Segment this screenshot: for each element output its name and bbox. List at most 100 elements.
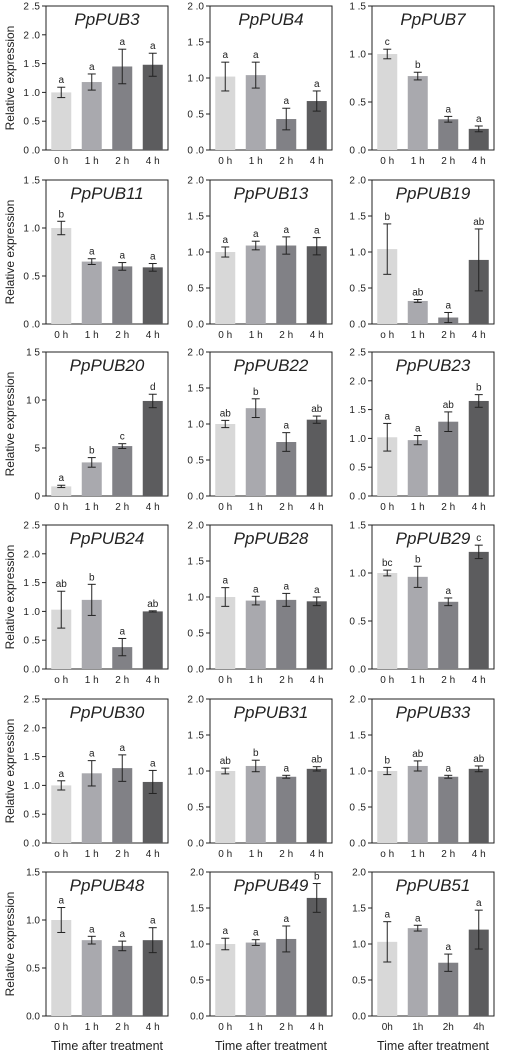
x-tick-label: 2 h (115, 1022, 129, 1033)
y-tick-label: 1 .0 (187, 767, 204, 778)
y-tick-label: 0 .5 (23, 636, 40, 647)
significance-letter: b (253, 748, 259, 759)
y-tick-label: 1 .0 (349, 434, 366, 445)
y-tick-label: 1 .5 (187, 557, 204, 568)
bar-1h (407, 928, 428, 1016)
plot-frame (45, 871, 169, 1017)
y-tick-label: 2 .5 (23, 695, 40, 706)
bar-0h (51, 228, 72, 324)
y-tick-label: 2 .0 (187, 695, 204, 706)
y-tick-label: 1 .0 (187, 593, 204, 604)
significance-letter: ab (147, 599, 159, 610)
x-tick-label: 0 h (218, 156, 232, 167)
y-tick-label: 1.5 (190, 904, 204, 915)
y-tick-label: 0 .5 (349, 617, 366, 628)
x-axis-label: Time after treatment (51, 1039, 164, 1053)
significance-letter: a (58, 769, 64, 780)
y-tick-label: 1 .5 (349, 405, 366, 416)
x-tick-label: 2 h (115, 849, 129, 860)
x-tick-label: o h (54, 849, 68, 860)
significance-letter: b (89, 572, 95, 583)
bar-4h (306, 419, 327, 496)
x-tick-label: 4 h (310, 502, 324, 513)
chart-panel-pppub22: 0 .0 0 .5 1 .0 1 .5 2 .0 PpPUB22 ab 0 h b 1 h a 2 h… (187, 348, 333, 513)
x-tick-label: 2h (443, 1022, 454, 1033)
bar-0h (215, 944, 236, 1016)
x-tick-label: o h (54, 675, 68, 686)
x-tick-label: 4 h (146, 849, 160, 860)
bar-2h (438, 601, 459, 669)
y-tick-label: 0 .0 (187, 146, 204, 157)
bar-oh (377, 249, 398, 324)
chart-panel-pppub30: 0 .0 0 .5 1 .0 1 .5 2 .0 2 .5 PpPUB30 a o h a 1 h a… (23, 695, 169, 860)
chart-panel-pppub11: 0 .0 0 .5 1 .0 1 .5 PpPUB11 b 0 h a 1 h a 2 h a 4 h (23, 176, 169, 341)
bar-0h (377, 573, 398, 669)
bar-2h (112, 768, 133, 843)
bar-1h (245, 245, 266, 324)
bar-4h (468, 400, 489, 496)
x-tick-label: 4 h (472, 675, 486, 686)
significance-letter: a (89, 247, 95, 258)
y-axis-label: Relative expression (3, 200, 17, 305)
x-tick-label: 0 h (218, 849, 232, 860)
y-tick-label: 0.0 (190, 1012, 204, 1023)
significance-letter: a (222, 576, 228, 587)
significance-letter: ab (311, 404, 323, 415)
bar-oh (377, 771, 398, 843)
significance-letter: ab (56, 579, 68, 590)
y-tick-label: 1.0 (352, 940, 366, 951)
x-tick-label: 4 h (472, 156, 486, 167)
significance-letter: d (150, 382, 156, 393)
x-tick-label: 1 h (85, 156, 99, 167)
x-tick-label: 2 h (441, 675, 455, 686)
chart-title: PpPUB22 (234, 356, 309, 375)
y-tick-label: 1.5 (26, 868, 40, 879)
bar-0h (377, 54, 398, 150)
significance-letter: bc (382, 558, 393, 569)
x-tick-label: 2 h (115, 502, 129, 513)
significance-letter: a (119, 251, 125, 262)
chart-panel-pppub19: 0 .0 0 .5 1 .0 1 .5 2 .0 PpPUB19 b o h ab 1 h a 2 h… (349, 176, 495, 341)
x-tick-label: 4 h (472, 502, 486, 513)
bar-0h (215, 597, 236, 669)
y-tick-label: 1 0 (26, 396, 40, 407)
bar-0h (51, 920, 72, 1016)
x-tick-label: 0h (382, 1022, 393, 1033)
y-tick-label: 1 .0 (23, 607, 40, 618)
x-tick-label: 0 h (380, 156, 394, 167)
y-tick-label: 0 .0 (23, 320, 40, 331)
y-tick-label: 2 .0 (349, 376, 366, 387)
x-tick-label: 1 h (85, 849, 99, 860)
significance-letter: a (253, 584, 259, 595)
significance-letter: ab (473, 754, 485, 765)
y-tick-label: 0 .5 (187, 456, 204, 467)
bar-4h (306, 768, 327, 843)
significance-letter: c (385, 37, 390, 48)
bar-1h (245, 75, 266, 150)
y-tick-label: 2.0 (190, 868, 204, 879)
significance-letter: a (222, 235, 228, 246)
y-tick-label: 0 .0 (23, 146, 40, 157)
significance-letter: a (415, 913, 421, 924)
chart-panel-pppub31: 0 .0 0 .5 1 .0 1 .5 2 .0 PpPUB31 ab 0 h b 1 h a 2 h… (187, 695, 333, 860)
x-tick-label: 1 h (411, 156, 425, 167)
chart-title: PpPUB20 (70, 356, 145, 375)
y-tick-label: 0 .0 (187, 839, 204, 850)
plot-frame (371, 5, 495, 151)
bar-4h (142, 611, 163, 669)
x-tick-label: 0 h (218, 675, 232, 686)
x-tick-label: 2 h (279, 1022, 293, 1033)
significance-letter: a (89, 924, 95, 935)
x-tick-label: 4 h (310, 156, 324, 167)
x-tick-label: 2 h (441, 156, 455, 167)
bar-1h (81, 261, 102, 324)
bar-1h (81, 773, 102, 843)
chart-panel-pppub51: 0.0 0.5 1.0 1.5 2.0 PpPUB51 a 0h a 1h a 2h a 4h (352, 868, 495, 1033)
y-tick-label: 1 .5 (23, 752, 40, 763)
bar-4h (468, 551, 489, 669)
bar-0h (215, 424, 236, 496)
plot-frame (45, 179, 169, 325)
x-tick-label: 0 h (54, 1022, 68, 1033)
x-tick-label: 1 h (85, 1022, 99, 1033)
x-tick-label: 2 h (115, 330, 129, 341)
